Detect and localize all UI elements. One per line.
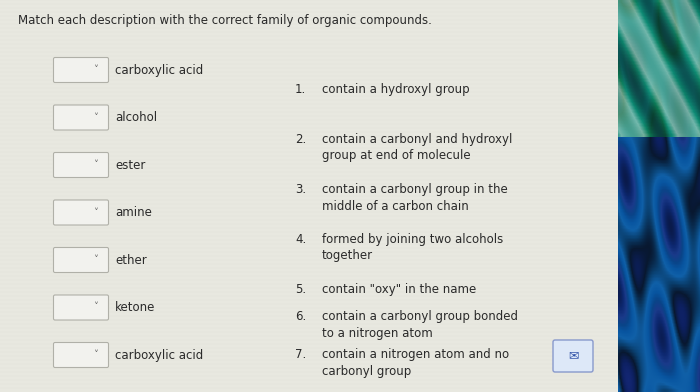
- Text: ˅: ˅: [93, 160, 98, 170]
- Text: contain a hydroxyl group: contain a hydroxyl group: [322, 83, 470, 96]
- FancyBboxPatch shape: [53, 247, 108, 272]
- Text: ether: ether: [115, 254, 147, 267]
- FancyBboxPatch shape: [53, 152, 108, 178]
- Text: ˅: ˅: [93, 65, 98, 75]
- Text: amine: amine: [115, 206, 152, 219]
- Text: 3.: 3.: [295, 183, 306, 196]
- Text: contain a carbonyl group in the
middle of a carbon chain: contain a carbonyl group in the middle o…: [322, 183, 508, 212]
- Text: ✉: ✉: [568, 350, 578, 363]
- Text: contain a carbonyl group bonded
to a nitrogen atom: contain a carbonyl group bonded to a nit…: [322, 310, 518, 339]
- Text: ˅: ˅: [93, 255, 98, 265]
- FancyBboxPatch shape: [53, 105, 108, 130]
- Text: 5.: 5.: [295, 283, 306, 296]
- FancyBboxPatch shape: [53, 295, 108, 320]
- Text: carboxylic acid: carboxylic acid: [115, 64, 203, 76]
- Text: ˅: ˅: [93, 350, 98, 360]
- Text: contain a carbonyl and hydroxyl
group at end of molecule: contain a carbonyl and hydroxyl group at…: [322, 133, 512, 163]
- FancyBboxPatch shape: [53, 58, 108, 82]
- Text: ˅: ˅: [93, 303, 98, 312]
- Text: formed by joining two alcohols
together: formed by joining two alcohols together: [322, 233, 503, 263]
- Text: contain "oxy" in the name: contain "oxy" in the name: [322, 283, 476, 296]
- Text: carboxylic acid: carboxylic acid: [115, 348, 203, 361]
- FancyBboxPatch shape: [553, 340, 593, 372]
- Text: 1.: 1.: [295, 83, 307, 96]
- Text: ˅: ˅: [93, 113, 98, 123]
- FancyBboxPatch shape: [53, 200, 108, 225]
- FancyBboxPatch shape: [53, 343, 108, 368]
- Text: 4.: 4.: [295, 233, 307, 246]
- Text: contain a nitrogen atom and no
carbonyl group: contain a nitrogen atom and no carbonyl …: [322, 348, 509, 377]
- Text: 2.: 2.: [295, 133, 307, 146]
- Text: ketone: ketone: [115, 301, 155, 314]
- Text: Match each description with the correct family of organic compounds.: Match each description with the correct …: [18, 14, 432, 27]
- Text: ester: ester: [115, 158, 146, 172]
- Text: alcohol: alcohol: [115, 111, 157, 124]
- Text: ˅: ˅: [93, 207, 98, 218]
- Text: 6.: 6.: [295, 310, 307, 323]
- Text: 7.: 7.: [295, 348, 307, 361]
